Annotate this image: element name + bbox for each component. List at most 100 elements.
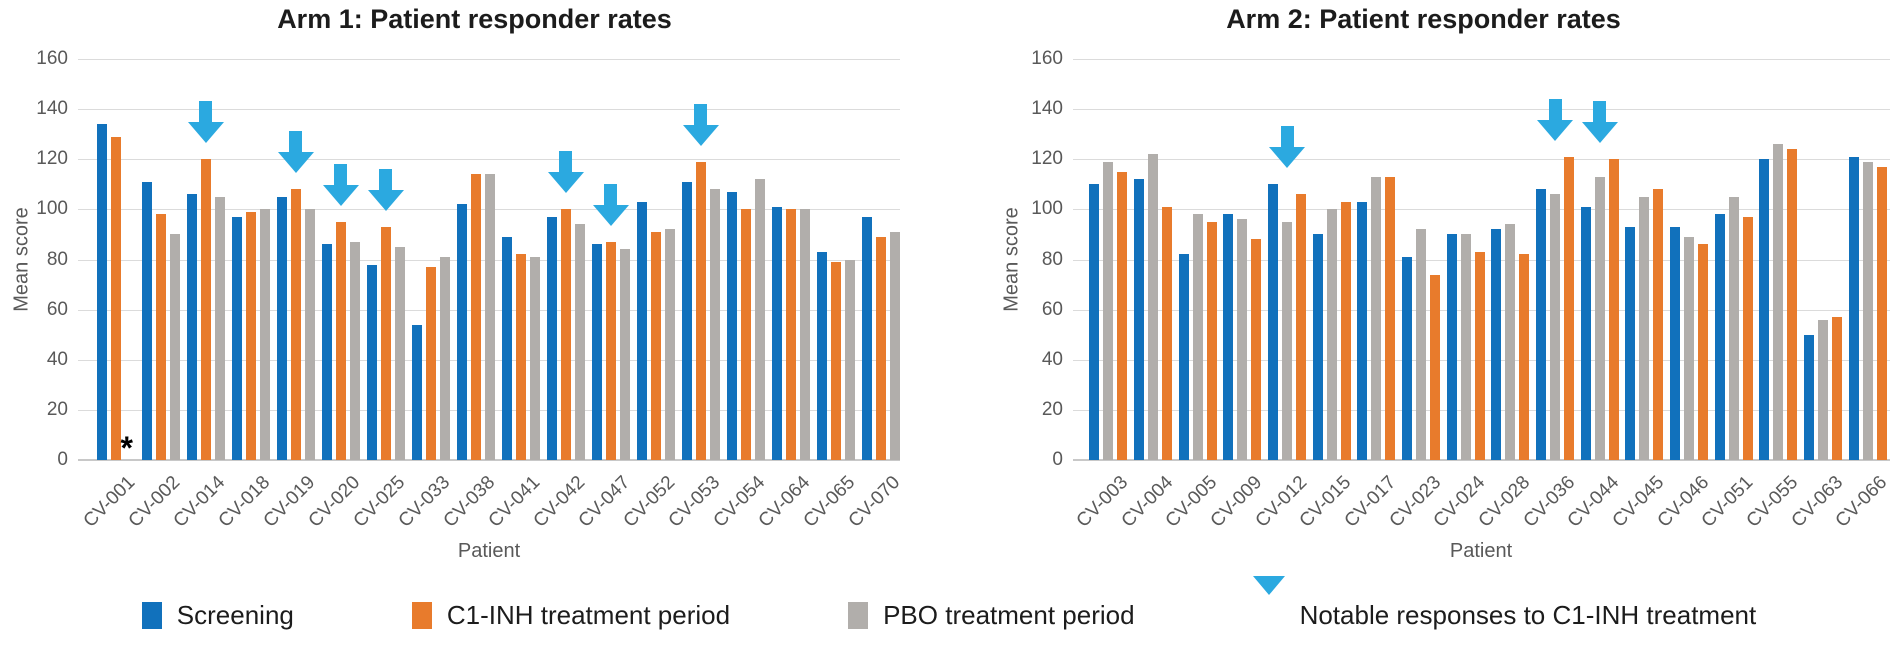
bar-CV-019-c1inh [290,189,301,460]
bar-CV-015-pbo [1326,209,1337,460]
bar-CV-020-pbo [349,241,360,460]
bar-CV-070-screening [861,216,872,460]
bar-CV-070-pbo [889,231,900,460]
legend-label-screening: Screening [176,599,294,630]
notable-response-arrow-CV-014 [187,101,224,144]
notable-response-arrow-CV-025 [367,168,404,211]
bar-CV-053-c1inh [695,161,706,460]
bar-CV-005-c1inh [1206,221,1217,460]
bar-CV-033-screening [411,324,422,460]
y-tick-label: 0 [1052,449,1063,470]
bar-CV-066-pbo [1862,161,1873,460]
bar-CV-046-c1inh [1698,244,1708,460]
bar-CV-036-pbo [1550,194,1560,460]
legend-label-notable-responses: Notable responses to C1-INH treatment [1299,599,1757,630]
y-tick-label: 80 [46,248,68,270]
bar-CV-041-screening [501,236,512,460]
bar-CV-038-c1inh [470,174,481,460]
gridline [78,109,900,111]
bar-CV-038-pbo [484,174,495,460]
bar-CV-053-pbo [709,189,720,460]
bar-CV-052-c1inh [650,231,661,460]
gridline [1073,109,1890,111]
bar-CV-024-pbo [1460,234,1471,460]
bar-CV-036-screening [1536,189,1546,460]
bar-CV-004-pbo [1148,154,1158,460]
bar-CV-003-c1inh [1117,171,1128,460]
bar-CV-002-screening [141,181,152,460]
bar-CV-051-c1inh [1742,216,1753,460]
x-axis-line [1073,459,1890,461]
bar-CV-033-pbo [439,256,450,460]
bar-CV-064-c1inh [785,209,796,460]
y-tick-label: 20 [46,398,68,420]
y-tick-label: 100 [1031,198,1063,220]
legend-item-notable-responses: Notable responses to C1-INH treatment [1252,576,1757,635]
down-arrow-icon [1252,576,1285,635]
bar-CV-012-c1inh [1296,194,1306,460]
bar-CV-042-pbo [574,224,585,460]
y-tick-label: 80 [1041,248,1063,270]
bar-CV-041-pbo [529,256,540,460]
legend: Screening C1-INH treatment period PBO tr… [0,576,1898,642]
legend-item-screening: Screening [141,599,294,631]
bar-CV-017-screening [1357,201,1368,460]
bar-CV-018-pbo [259,209,270,460]
bar-CV-014-screening [186,194,197,460]
bar-CV-046-pbo [1684,236,1694,460]
bar-CV-028-pbo [1505,224,1516,460]
bar-CV-018-c1inh [245,211,256,460]
bar-CV-051-screening [1714,214,1725,460]
y-tick-label: 20 [1041,398,1063,420]
bar-CV-066-screening [1848,156,1859,460]
bar-CV-064-screening [771,206,782,460]
x-axis-title-arm2: Patient [1449,540,1513,562]
y-tick-label: 160 [36,48,68,69]
bar-CV-053-screening [681,181,692,460]
plot-area-arm2 [1073,59,1890,461]
bar-CV-015-screening [1312,234,1323,460]
bar-CV-025-screening [366,264,377,460]
bar-CV-028-c1inh [1519,254,1530,460]
y-tick-label: 60 [46,298,68,320]
bar-CV-001-screening [96,124,107,460]
pbo-swatch [848,601,869,629]
y-tick-label: 140 [36,98,68,120]
bar-CV-015-c1inh [1340,201,1351,460]
bar-CV-033-c1inh [425,267,436,460]
bar-CV-014-c1inh [200,159,211,460]
legend-label-pbo: PBO treatment period [883,599,1135,630]
bar-CV-004-c1inh [1162,206,1172,460]
bar-CV-003-pbo [1103,161,1114,460]
notable-response-arrow-CV-053 [682,103,719,146]
bar-CV-045-c1inh [1653,189,1664,460]
bar-CV-045-screening [1625,226,1636,460]
gridline [78,59,900,60]
notable-response-arrow-CV-020 [322,163,359,206]
bar-CV-063-screening [1804,334,1814,460]
bar-CV-055-c1inh [1787,149,1798,460]
y-tick-label: 100 [36,198,68,220]
bar-CV-066-c1inh [1876,166,1887,460]
bar-CV-044-pbo [1594,176,1605,460]
bar-CV-051-pbo [1728,196,1739,460]
bar-CV-047-screening [591,244,602,460]
bar-CV-023-pbo [1416,229,1426,460]
bar-CV-001-c1inh [110,136,121,460]
gridline [1073,59,1890,60]
bar-CV-023-screening [1402,256,1412,460]
bar-CV-044-c1inh [1608,159,1619,460]
bar-CV-052-pbo [664,229,675,460]
y-tick-label: 0 [57,449,68,470]
bar-CV-038-screening [456,204,467,460]
notable-response-arrow-CV-012 [1269,126,1305,169]
bar-CV-005-screening [1178,254,1189,460]
bar-CV-017-c1inh [1385,176,1396,460]
bar-CV-055-screening [1759,159,1770,460]
bar-CV-012-pbo [1282,221,1292,460]
bar-CV-003-screening [1089,184,1100,460]
bar-CV-065-c1inh [830,262,841,460]
bar-CV-054-screening [726,191,737,460]
y-tick-label: 120 [1031,148,1063,170]
y-tick-label: 160 [1031,48,1063,69]
